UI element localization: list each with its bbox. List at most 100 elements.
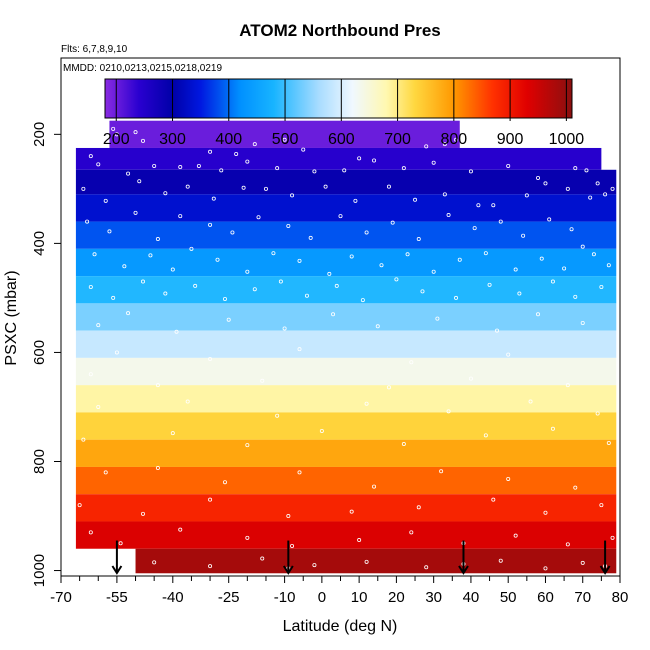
sample-point-180 <box>610 535 615 540</box>
sample-point-134 <box>260 378 265 383</box>
sample-point-190 <box>543 566 548 571</box>
sample-point-46 <box>413 197 418 202</box>
sample-point-4 <box>208 149 213 154</box>
pressure-band-11 <box>75 412 617 440</box>
sample-point-68 <box>416 237 421 242</box>
x-axis: -70 -55 -40 -25 -10 0 10 20 30 40 50 60 70 80 <box>50 576 628 606</box>
sample-point-45 <box>386 184 391 189</box>
sample-point-120 <box>282 326 287 331</box>
sample-point-39 <box>211 196 216 201</box>
sample-point-154 <box>155 466 160 471</box>
sample-point-112 <box>517 291 522 296</box>
sample-point-138 <box>96 404 101 409</box>
sample-point-83 <box>271 251 276 256</box>
sample-point-84 <box>297 258 302 263</box>
sample-point-49 <box>491 203 496 208</box>
sample-point-37 <box>163 191 168 196</box>
sample-point-152 <box>606 440 611 445</box>
x-tick-label-20: 20 <box>388 589 405 606</box>
sample-point-8 <box>301 147 306 152</box>
sample-point-53 <box>588 195 593 200</box>
sample-point-92 <box>513 267 518 272</box>
sample-point-109 <box>420 289 425 294</box>
sample-point-70 <box>472 226 477 231</box>
sample-point-42 <box>290 193 295 198</box>
sample-point-165 <box>349 509 354 514</box>
sample-point-43 <box>323 184 328 189</box>
x-tick-label-10: 10 <box>351 589 368 606</box>
x-tick-label--40: -40 <box>162 589 184 606</box>
colorbar-tick-label-1000: 1000 <box>549 131 585 148</box>
colorbar-tick-label-700: 700 <box>384 131 411 148</box>
colorbar-tick-label-600: 600 <box>328 131 355 148</box>
sample-point-64 <box>308 235 313 240</box>
sample-point-171 <box>118 541 123 546</box>
x-tick-label--25: -25 <box>218 589 240 606</box>
pressure-band-9 <box>75 357 617 386</box>
sample-point-144 <box>595 411 600 416</box>
y-tick-label-600: 600 <box>31 340 48 365</box>
sample-point-128 <box>208 356 213 361</box>
profile-arrow-2 <box>458 540 469 575</box>
sample-point-61 <box>230 230 235 235</box>
sample-point-20 <box>245 159 250 164</box>
sample-point-2 <box>133 130 138 135</box>
sample-point-142 <box>446 409 451 414</box>
pressure-band-15 <box>75 521 617 549</box>
sample-point-174 <box>290 544 295 549</box>
sample-point-29 <box>536 175 541 180</box>
sample-point-118 <box>174 329 179 334</box>
sample-point-167 <box>491 497 496 502</box>
sample-point-151 <box>550 426 555 431</box>
sample-point-102 <box>222 297 227 302</box>
sample-point-58 <box>155 237 160 242</box>
pressure-band-7 <box>75 303 617 331</box>
sample-point-114 <box>573 294 578 299</box>
sample-point-71 <box>498 219 503 224</box>
sample-point-132 <box>88 372 93 377</box>
colorbar-tick-label-300: 300 <box>159 131 186 148</box>
sample-point-130 <box>409 360 414 365</box>
sample-point-55 <box>85 219 90 224</box>
pressure-band-5 <box>75 248 617 277</box>
x-tick-label-70: 70 <box>574 589 591 606</box>
colorbar: 200 300 400 500 600 700 800 900 1000 <box>103 78 585 148</box>
sample-point-57 <box>133 210 138 215</box>
pressure-band-10 <box>75 385 617 413</box>
sample-point-133 <box>155 383 160 388</box>
sample-point-95 <box>591 252 596 257</box>
sample-point-18 <box>196 163 201 168</box>
sample-point-113 <box>550 279 555 284</box>
sample-point-22 <box>312 169 317 174</box>
sample-point-26 <box>431 160 436 165</box>
sample-point-44 <box>353 198 358 203</box>
sample-point-187 <box>424 565 429 570</box>
x-tick-label-60: 60 <box>537 589 554 606</box>
pressure-band-0 <box>109 120 460 148</box>
sample-point-76 <box>92 252 97 257</box>
sample-point-35 <box>103 198 108 203</box>
sample-point-166 <box>416 505 421 510</box>
sample-point-9 <box>357 156 362 161</box>
pressure-band-4 <box>75 221 617 249</box>
sample-point-1 <box>114 132 119 137</box>
sample-point-140 <box>275 413 280 418</box>
sample-point-116 <box>96 323 101 328</box>
y-axis: 200 400 600 800 1000 <box>31 122 61 587</box>
y-tick-label-200: 200 <box>31 122 48 147</box>
sample-point-106 <box>334 283 339 288</box>
sample-point-62 <box>256 215 261 220</box>
sample-point-126 <box>580 320 585 325</box>
sample-point-153 <box>103 470 108 475</box>
sample-point-183 <box>260 556 265 561</box>
sample-point-146 <box>170 431 175 436</box>
sample-point-123 <box>435 316 440 321</box>
y-tick-label-1000: 1000 <box>31 554 48 587</box>
sample-point-145 <box>81 437 86 442</box>
x-tick-label--55: -55 <box>106 589 128 606</box>
sample-point-48 <box>476 203 481 208</box>
sample-point-121 <box>331 312 336 317</box>
sample-point-12 <box>454 137 459 142</box>
sample-point-78 <box>148 253 153 258</box>
sample-point-80 <box>189 246 194 251</box>
